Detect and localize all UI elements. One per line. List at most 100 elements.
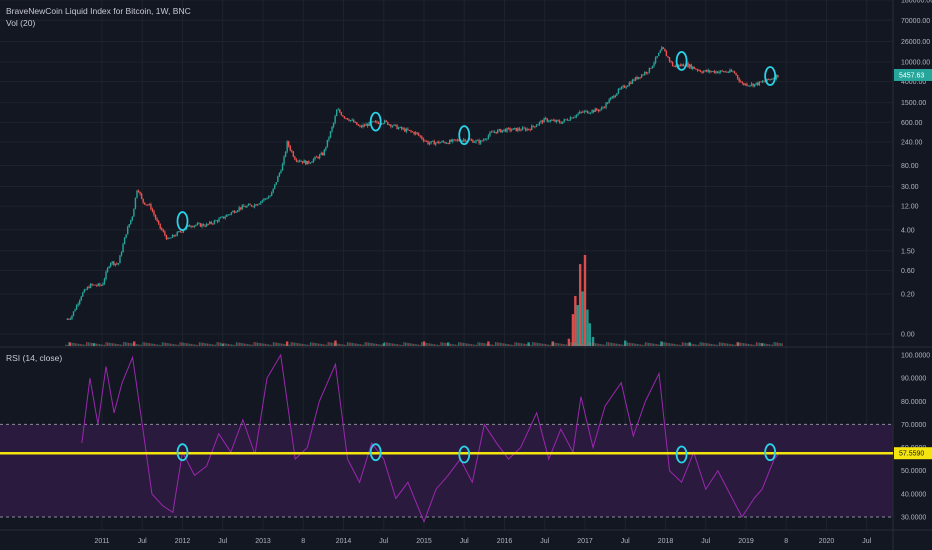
volume-bar [214,344,217,346]
volume-bar [319,343,321,346]
candle-body [365,124,367,126]
time-axis-label: Jul [701,538,710,545]
candle-body [591,110,593,113]
time-axis-label: Jul [862,538,871,545]
candle-body [428,142,431,145]
candle-body [116,263,118,265]
chart-title: BraveNewCoin Liquid Index for Bitcoin, 1… [6,6,191,16]
volume-bar [89,342,91,346]
volume-bar [268,344,270,346]
volume-bar [744,343,746,346]
volume-bar [559,343,561,346]
candle-body [266,198,268,200]
candle-body [71,315,73,319]
volume-bar [68,342,71,346]
volume-bar [725,343,727,346]
volume-bar [445,343,447,346]
rsi-axis-label: 30.0000 [901,515,926,522]
volume-bar [121,344,123,346]
candle-body [681,64,683,66]
candle-body [318,154,321,159]
volume-bar [374,343,376,346]
volume-bar [527,342,530,346]
candle-body [102,283,104,286]
volume-bar [722,342,724,346]
volume-bar [469,343,471,346]
candle-body [527,128,530,130]
candle-body [582,111,584,113]
volume-bar [615,343,617,346]
volume-bar [408,343,410,346]
candle-body [479,140,482,144]
volume-bar [702,342,704,346]
volume-bar [619,344,621,346]
volume-bar [731,344,733,346]
volume-bar [239,342,241,346]
candle-body [232,211,234,213]
candle-body [114,263,117,265]
volume-bar [137,344,139,346]
candle-body [366,124,369,127]
candle-body [387,121,389,125]
volume-bar [313,342,315,346]
time-axis-label: 2019 [738,538,754,545]
candle-body [348,119,350,121]
candle-body [775,74,778,79]
candle-body [518,128,521,130]
candle-body [529,129,531,131]
volume-bar [491,344,494,346]
volume-bar [280,343,283,346]
candle-body [342,115,344,117]
volume-bar [472,344,474,346]
candle-body [777,74,779,77]
candle-body [744,83,747,85]
volume-bar [562,343,564,346]
volume-bar [701,342,703,346]
candle-body [723,71,725,73]
candle-body [675,65,677,67]
volume-bar [734,344,737,346]
candle-body [453,139,456,141]
candle-body [325,147,327,150]
candle-body [493,131,496,133]
candle-body [747,85,750,87]
volume-bar [123,342,125,346]
volume-bar [379,344,381,346]
candle-body [215,220,217,222]
volume-bar [229,344,231,346]
rsi-value-label: 57.5590 [899,451,924,458]
price-axis-label: 0.20 [901,292,915,299]
candle-body [297,160,299,162]
candle-body [139,191,141,194]
candle-body [486,138,488,140]
candle-body [388,124,391,126]
candle-body [363,125,366,126]
candle-body [724,71,726,73]
volume-bar [242,343,244,346]
candle-body [396,124,398,130]
candle-body [662,47,665,49]
volume-bar [477,342,479,346]
candle-body [314,156,316,160]
volume-bar [485,343,487,346]
candle-body [630,82,632,84]
candle-body [695,68,697,70]
volume-bar [528,344,531,346]
volume-bar [466,343,468,346]
candle-body [230,212,233,215]
volume-bar [567,338,571,346]
volume-bar [348,342,350,346]
volume-bar [585,344,587,346]
candle-body [105,271,107,279]
volume-bar [160,344,162,346]
volume-bar [250,344,252,346]
volume-bar [673,343,675,346]
candle-body [298,160,301,162]
volume-bar [97,343,99,346]
volume-bar [628,342,630,346]
volume-bar [169,343,172,346]
volume-bar [192,344,194,346]
candle-body [286,141,288,152]
volume-bar [182,342,184,346]
